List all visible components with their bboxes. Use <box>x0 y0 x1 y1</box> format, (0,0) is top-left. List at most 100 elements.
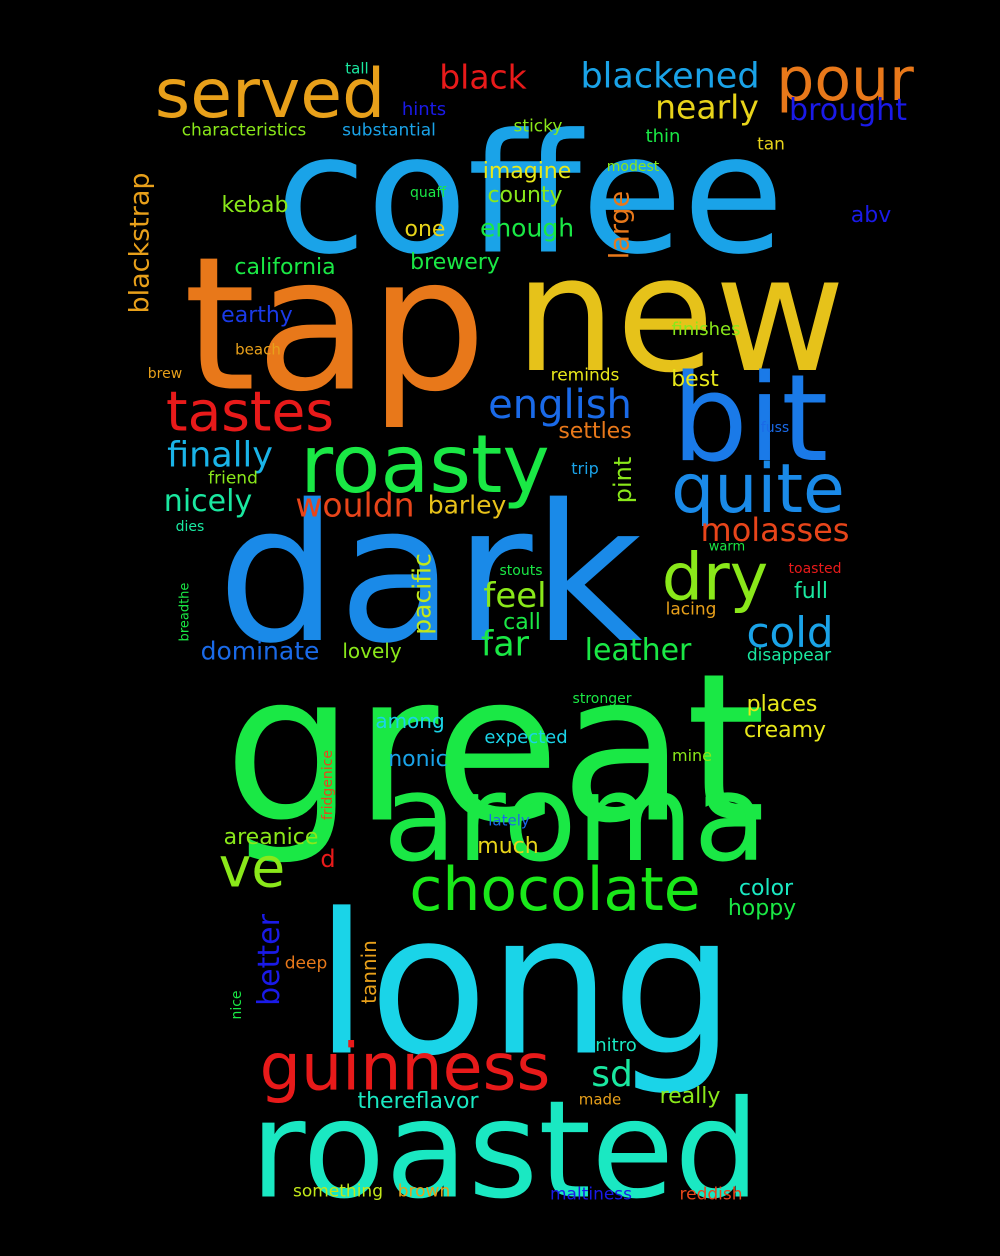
word-nice: nice <box>229 990 245 1020</box>
word-lacing: lacing <box>665 599 717 620</box>
word-friend: friend <box>208 468 258 489</box>
word-ve: ve <box>218 835 286 900</box>
word-thin: thin <box>645 126 681 147</box>
word-tap: tap <box>183 216 487 433</box>
word-trip: trip <box>571 459 599 478</box>
word-blackened: blackened <box>580 56 760 97</box>
word-tannin: tannin <box>357 940 381 1004</box>
word-finishes: finishes <box>671 319 741 340</box>
word-chocolate: chocolate <box>409 855 701 925</box>
word-blackstrap: blackstrap <box>124 172 156 314</box>
word-dies: dies <box>175 519 205 535</box>
word-earthy: earthy <box>221 303 293 328</box>
word-brew: brew <box>147 366 183 382</box>
word-quaff: quaff <box>410 185 446 201</box>
word-california: california <box>234 255 336 280</box>
word-tall: tall <box>345 59 369 78</box>
word-disappear: disappear <box>746 645 832 666</box>
word-deep: deep <box>284 953 328 974</box>
word-long: long <box>314 871 736 1099</box>
word-best: best <box>671 367 719 392</box>
word-better: better <box>252 914 287 1006</box>
word-barley: barley <box>427 490 507 520</box>
word-cold: cold <box>746 608 834 657</box>
word-breadthe: breadthe <box>177 582 193 642</box>
word-bit: bit <box>671 350 829 489</box>
word-sticky: sticky <box>513 116 563 137</box>
word-pint: pint <box>609 456 637 504</box>
word-really: really <box>659 1084 721 1109</box>
word-one: one <box>404 217 446 242</box>
word-d: d <box>320 845 336 873</box>
word-dominate: dominate <box>200 636 320 666</box>
word-stouts: stouts <box>499 563 543 579</box>
word-stronger: stronger <box>572 691 632 707</box>
word-substantial: substantial <box>342 120 436 141</box>
word-places: places <box>746 692 818 717</box>
word-dry: dry <box>661 540 769 616</box>
word-large: large <box>604 190 636 260</box>
word-expected: expected <box>484 727 568 748</box>
word-something: something <box>292 1181 384 1202</box>
word-toasted: toasted <box>788 561 842 577</box>
word-coffee: coffee <box>275 98 785 291</box>
word-modest: modest <box>606 159 660 175</box>
word-nonic: nonic <box>388 747 448 772</box>
word-thereflavor: thereflavor <box>357 1089 479 1114</box>
word-areanice: areanice <box>223 825 319 850</box>
word-hoppy: hoppy <box>727 896 797 921</box>
word-quite: quite <box>671 450 845 529</box>
word-new: new <box>514 221 846 408</box>
word-reddish: reddish <box>679 1184 743 1205</box>
word-color: color <box>738 876 794 901</box>
word-feel: feel <box>483 576 547 616</box>
word-roasted: roasted <box>250 1071 760 1229</box>
word-roasty: roasty <box>300 418 550 511</box>
word-creamy: creamy <box>743 718 827 743</box>
word-brewery: brewery <box>410 250 500 275</box>
word-black: black <box>439 57 527 97</box>
word-dark: dark <box>217 464 643 685</box>
word-nitro: nitro <box>595 1035 637 1056</box>
word-kebab: kebab <box>221 193 289 218</box>
word-hints: hints <box>401 99 447 120</box>
word-leather: leather <box>584 633 692 668</box>
word-fridgenice: fridgenice <box>320 749 336 821</box>
word-brought: brought <box>789 93 907 128</box>
word-served: served <box>154 55 386 134</box>
word-wouldn: wouldn <box>295 485 415 525</box>
word-much: much <box>477 834 539 859</box>
word-settles: settles <box>558 419 632 444</box>
word-english: english <box>488 382 632 428</box>
word-lovely: lovely <box>342 639 402 663</box>
word-abv: abv <box>850 203 892 228</box>
word-far: far <box>480 624 530 665</box>
word-lately: lately <box>488 811 530 830</box>
word-great: great <box>223 630 767 869</box>
word-made: made <box>578 1090 622 1109</box>
word-beach: beach <box>235 340 281 359</box>
word-aroma: aroma <box>382 750 768 889</box>
word-county: county <box>487 183 563 208</box>
word-maltiness: maltiness <box>549 1184 633 1205</box>
word-brown: brown <box>397 1181 451 1202</box>
word-reminds: reminds <box>550 365 620 386</box>
word-fuss: fuss <box>760 420 790 436</box>
word-tan: tan <box>757 134 785 155</box>
word-warm: warm <box>708 539 746 555</box>
word-imagine: imagine <box>482 159 572 184</box>
word-molasses: molasses <box>700 511 850 549</box>
word-pour: pour <box>776 45 914 115</box>
word-call: call <box>503 610 541 635</box>
word-pacific: pacific <box>407 553 437 635</box>
word-characteristics: characteristics <box>181 120 307 141</box>
word-guinness: guinness <box>259 1030 551 1106</box>
word-nicely: nicely <box>163 484 253 519</box>
word-mine: mine <box>671 746 713 765</box>
word-full: full <box>794 579 828 604</box>
word-nearly: nearly <box>655 87 759 127</box>
word-sd: sd <box>591 1054 633 1095</box>
word-finally: finally <box>167 435 273 476</box>
word-among: among <box>375 709 445 733</box>
